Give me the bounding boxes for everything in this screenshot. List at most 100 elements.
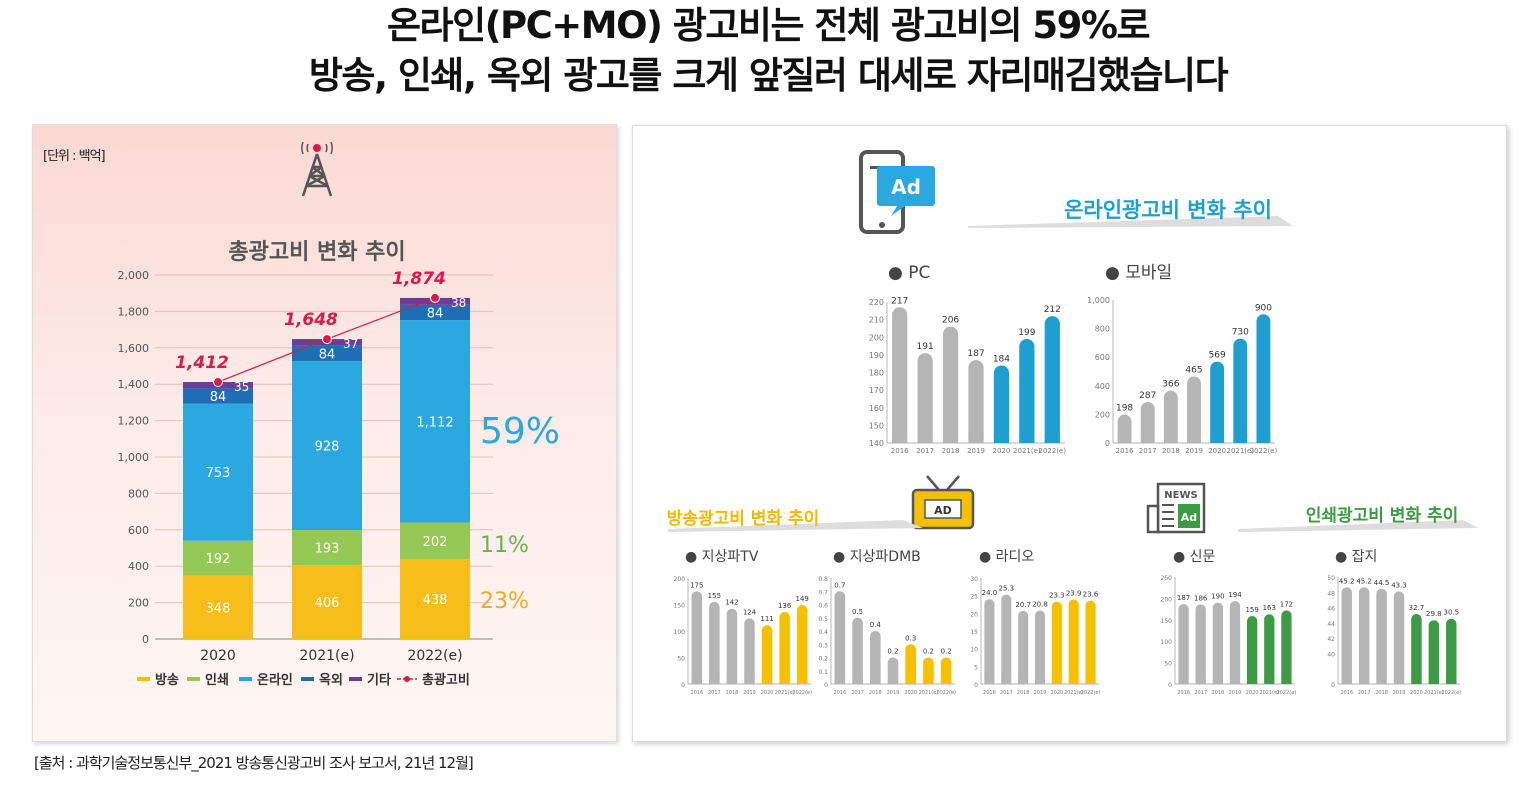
bar	[1044, 316, 1060, 443]
bar-base	[1085, 678, 1096, 684]
bar-value-label: 0.2	[923, 648, 934, 656]
bar-segment	[292, 345, 362, 362]
y-tick-label: 0	[1105, 439, 1110, 448]
bar-base	[1163, 436, 1178, 443]
bar-value-label: 20.8	[1032, 601, 1048, 609]
y-tick-label: 200	[1161, 596, 1173, 603]
bar	[1229, 600, 1241, 684]
unit-label: [단위 : 백억]	[43, 149, 106, 164]
y-tick-label: 50	[677, 656, 685, 663]
bar-value-label: 84	[427, 306, 444, 321]
bar-value-label: 84	[319, 347, 336, 362]
legend-label: 방송	[155, 672, 179, 688]
bar	[726, 608, 738, 684]
y-tick-label: 50	[1164, 661, 1172, 668]
y-tick-label: 0	[824, 682, 828, 689]
bar-base	[1393, 678, 1405, 684]
online-trend-title: 온라인광고비 변화 추이	[1064, 198, 1272, 222]
bar-base	[917, 435, 933, 443]
bar-base	[1068, 678, 1079, 684]
y-tick-label: 10	[970, 647, 978, 654]
bar	[1117, 414, 1132, 443]
x-category-label: 2019	[1185, 447, 1203, 455]
x-category-label: 2021(e)	[1424, 690, 1444, 696]
bar-value-label: 35	[234, 380, 249, 394]
bar-value-label: 465	[1185, 366, 1202, 376]
bar	[887, 657, 899, 684]
y-tick-label: 0.6	[818, 603, 828, 610]
y-tick-label: 100	[1161, 639, 1173, 646]
x-category-label: 2017	[916, 447, 934, 455]
x-category-label: 2018	[869, 690, 882, 696]
x-category-label: 2022(e)	[936, 690, 956, 696]
chart-legend: 방송 인쇄 온라인 옥외 기타 총광고비	[137, 672, 470, 688]
bar	[1210, 361, 1225, 443]
bar-value-label: 192	[206, 552, 231, 567]
bar	[940, 657, 952, 684]
y-tick-label: 25	[970, 594, 978, 601]
bar-base	[1256, 436, 1271, 443]
bar-base	[1140, 436, 1155, 443]
x-category-label: 2017	[1358, 690, 1371, 696]
bar-segment	[292, 565, 362, 639]
bar-value-label: 191	[917, 342, 934, 352]
bar	[1446, 618, 1457, 684]
bar-segment	[400, 522, 470, 560]
mini-chart-title: ● PC	[888, 263, 930, 283]
y-tick-label: 600	[128, 524, 149, 537]
y-tick-label: 42	[1327, 636, 1335, 643]
bar-value-label: 730	[1232, 328, 1249, 338]
bar-base	[1178, 678, 1189, 684]
bar-value-label: 194	[1228, 591, 1242, 599]
bar-segment	[183, 388, 253, 404]
share-print-label: 11%	[480, 533, 529, 558]
bar-base	[1281, 678, 1292, 684]
bar-value-label: 45.2	[1356, 577, 1372, 585]
y-tick-label: 0.3	[818, 642, 828, 649]
y-tick-label: 150	[674, 603, 686, 610]
bar	[1068, 599, 1079, 684]
svg-text:Ad: Ad	[1181, 511, 1197, 524]
bar-base	[1210, 436, 1225, 443]
total-value-label: 1,648	[284, 310, 338, 330]
bar-base	[887, 678, 899, 684]
y-tick-label: 0.8	[818, 576, 828, 583]
bar	[1001, 594, 1012, 684]
bar-base	[1117, 436, 1132, 443]
x-category-label: 2017	[1000, 690, 1013, 696]
x-category-label: 2021(e)	[1226, 447, 1254, 455]
y-tick-label: 800	[1095, 325, 1110, 334]
bar-value-label: 149	[796, 595, 809, 603]
x-category-label: 2020	[904, 690, 917, 696]
bar-value-label: 753	[206, 466, 231, 481]
svg-text:AD: AD	[934, 504, 952, 517]
legend-label: 인쇄	[205, 672, 229, 688]
y-tick-label: 15	[970, 629, 978, 636]
x-category-label: 2021(e)	[1064, 690, 1084, 696]
bar-value-label: 124	[743, 608, 757, 616]
bar	[1018, 610, 1029, 684]
x-category-label: 2017	[851, 690, 864, 696]
bar-base	[779, 678, 790, 684]
x-category-label: 2020	[1208, 447, 1226, 455]
bar	[1085, 600, 1096, 684]
bar	[1051, 601, 1062, 684]
total-point	[213, 377, 223, 388]
x-category-label: 2020	[993, 447, 1011, 455]
mobile-ad-icon: Ad	[859, 150, 935, 234]
bar-segment	[292, 529, 362, 566]
bar-segment	[183, 403, 253, 541]
bar	[968, 360, 984, 443]
bar-base	[1446, 678, 1457, 684]
bar	[1264, 614, 1275, 684]
bar-value-label: 187	[967, 349, 984, 359]
bar-value-label: 348	[206, 601, 231, 616]
bar	[852, 617, 863, 684]
bar-base	[869, 678, 881, 684]
total-value-label: 1,874	[392, 269, 446, 289]
broadcast-trend-title: 방송광고비 변화 추이	[667, 509, 820, 529]
bar-value-label: 0.2	[941, 648, 952, 656]
bar-base	[942, 435, 959, 443]
bar-value-label: 217	[891, 296, 908, 306]
bar-base	[1247, 678, 1258, 684]
